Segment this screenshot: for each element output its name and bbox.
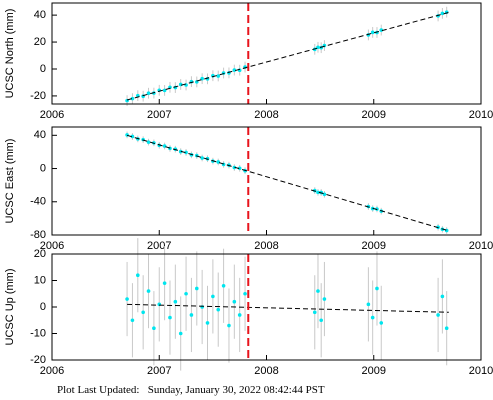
data-point — [141, 310, 145, 315]
data-point — [237, 166, 242, 171]
data-point — [178, 331, 183, 336]
data-point — [440, 11, 445, 16]
data-point — [146, 140, 151, 144]
x-tick-label: 2009 — [362, 365, 386, 377]
data-point — [130, 318, 135, 323]
plot-frame — [51, 2, 482, 105]
data-point — [440, 294, 445, 299]
data-point — [205, 321, 210, 325]
data-point — [200, 156, 204, 160]
data-point — [243, 291, 247, 296]
data-point — [184, 291, 188, 296]
y-tick-label: 20 — [34, 36, 46, 48]
data-point — [322, 297, 327, 301]
y-tick-label: -20 — [30, 90, 46, 102]
y-tick-label: 0 — [40, 301, 46, 313]
data-point — [316, 289, 320, 293]
data-point — [227, 323, 231, 328]
y-tick-label: 40 — [34, 129, 46, 141]
data-point — [370, 315, 375, 320]
data-point — [152, 326, 156, 331]
trend-line — [127, 303, 449, 313]
data-point — [184, 150, 188, 155]
data-point — [444, 228, 449, 233]
y-tick-label: 20 — [34, 248, 46, 260]
data-point — [136, 273, 140, 278]
plot-frame — [51, 253, 482, 361]
footer: Plot Last Updated: Sunday, January 30, 2… — [57, 384, 325, 396]
x-tick-label: 2007 — [147, 109, 171, 121]
y-tick-label: 40 — [34, 9, 46, 21]
data-point — [216, 74, 221, 78]
data-point — [162, 88, 167, 93]
data-point — [162, 281, 167, 285]
data-point — [146, 289, 151, 293]
y-tick-label: 10 — [34, 274, 46, 286]
x-tick-label: 2006 — [40, 240, 64, 252]
y-tick-label: -20 — [30, 354, 46, 366]
data-point — [436, 313, 440, 317]
x-tick-label: 2006 — [40, 109, 64, 121]
plot-frame — [51, 126, 482, 236]
data-point — [370, 30, 375, 35]
x-tick-label: 2008 — [254, 240, 278, 252]
data-point — [221, 284, 226, 288]
x-tick-label: 2010 — [469, 365, 493, 377]
data-point — [130, 134, 135, 139]
data-point — [366, 302, 371, 307]
y-axis-label: UCSC North (mm) — [4, 9, 16, 99]
x-tick-label: 2009 — [362, 109, 386, 121]
data-point — [168, 315, 172, 320]
y-tick-label: -40 — [30, 196, 46, 208]
y-axis-label: UCSC Up (mm) — [4, 269, 16, 346]
x-tick-label: 2008 — [254, 109, 278, 121]
data-point — [125, 297, 129, 301]
data-point — [211, 294, 215, 299]
data-point — [319, 318, 323, 323]
x-tick-label: 2010 — [469, 240, 493, 252]
x-tick-label: 2009 — [362, 240, 386, 252]
data-point — [130, 96, 135, 101]
data-point — [312, 310, 317, 315]
data-point — [232, 299, 237, 304]
x-tick-label: 2006 — [40, 365, 64, 377]
data-point — [316, 190, 320, 195]
data-point — [232, 68, 237, 72]
data-point — [379, 321, 384, 325]
data-point — [194, 286, 199, 291]
x-tick-label: 2007 — [147, 365, 171, 377]
data-point — [237, 313, 242, 317]
data-point — [146, 91, 151, 96]
data-point — [173, 299, 178, 304]
y-tick-label: 0 — [40, 162, 46, 174]
data-point — [375, 286, 379, 291]
trend-line — [126, 134, 449, 232]
y-tick-label: -10 — [30, 327, 46, 339]
y-tick-label: -80 — [30, 229, 46, 241]
x-tick-label: 2008 — [254, 365, 278, 377]
y-tick-label: 0 — [40, 63, 46, 75]
x-tick-label: 2010 — [469, 109, 493, 121]
data-point — [216, 307, 221, 312]
trend-line — [126, 11, 449, 101]
data-point — [189, 313, 194, 317]
x-tick-label: 2007 — [147, 240, 171, 252]
data-point — [232, 165, 237, 170]
data-point — [178, 82, 183, 87]
y-axis-label: UCSC East (mm) — [4, 139, 16, 224]
data-point — [444, 326, 449, 331]
